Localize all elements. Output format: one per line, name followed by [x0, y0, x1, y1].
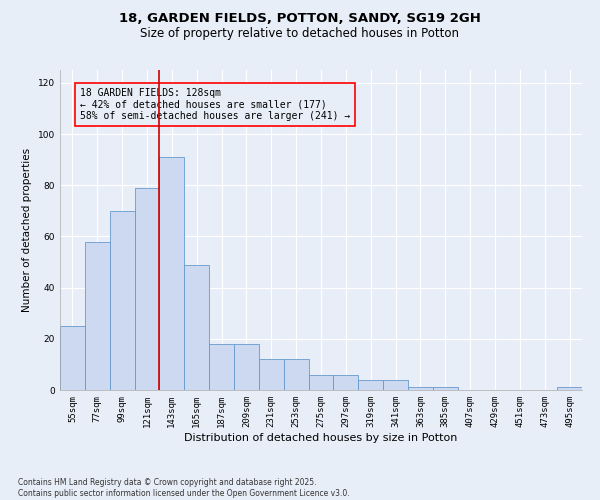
- Bar: [234, 344, 259, 390]
- Bar: [334, 374, 358, 390]
- Bar: [557, 388, 582, 390]
- Y-axis label: Number of detached properties: Number of detached properties: [22, 148, 32, 312]
- Bar: [358, 380, 383, 390]
- Bar: [184, 264, 209, 390]
- Bar: [308, 374, 334, 390]
- Text: 18, GARDEN FIELDS, POTTON, SANDY, SG19 2GH: 18, GARDEN FIELDS, POTTON, SANDY, SG19 2…: [119, 12, 481, 26]
- Text: Contains HM Land Registry data © Crown copyright and database right 2025.
Contai: Contains HM Land Registry data © Crown c…: [18, 478, 350, 498]
- Bar: [85, 242, 110, 390]
- Bar: [209, 344, 234, 390]
- Bar: [408, 388, 433, 390]
- Bar: [433, 388, 458, 390]
- X-axis label: Distribution of detached houses by size in Potton: Distribution of detached houses by size …: [184, 432, 458, 442]
- Bar: [284, 360, 308, 390]
- Bar: [383, 380, 408, 390]
- Bar: [134, 188, 160, 390]
- Bar: [60, 326, 85, 390]
- Text: Size of property relative to detached houses in Potton: Size of property relative to detached ho…: [140, 28, 460, 40]
- Bar: [160, 157, 184, 390]
- Bar: [110, 211, 134, 390]
- Bar: [259, 360, 284, 390]
- Text: 18 GARDEN FIELDS: 128sqm
← 42% of detached houses are smaller (177)
58% of semi-: 18 GARDEN FIELDS: 128sqm ← 42% of detach…: [80, 88, 350, 121]
